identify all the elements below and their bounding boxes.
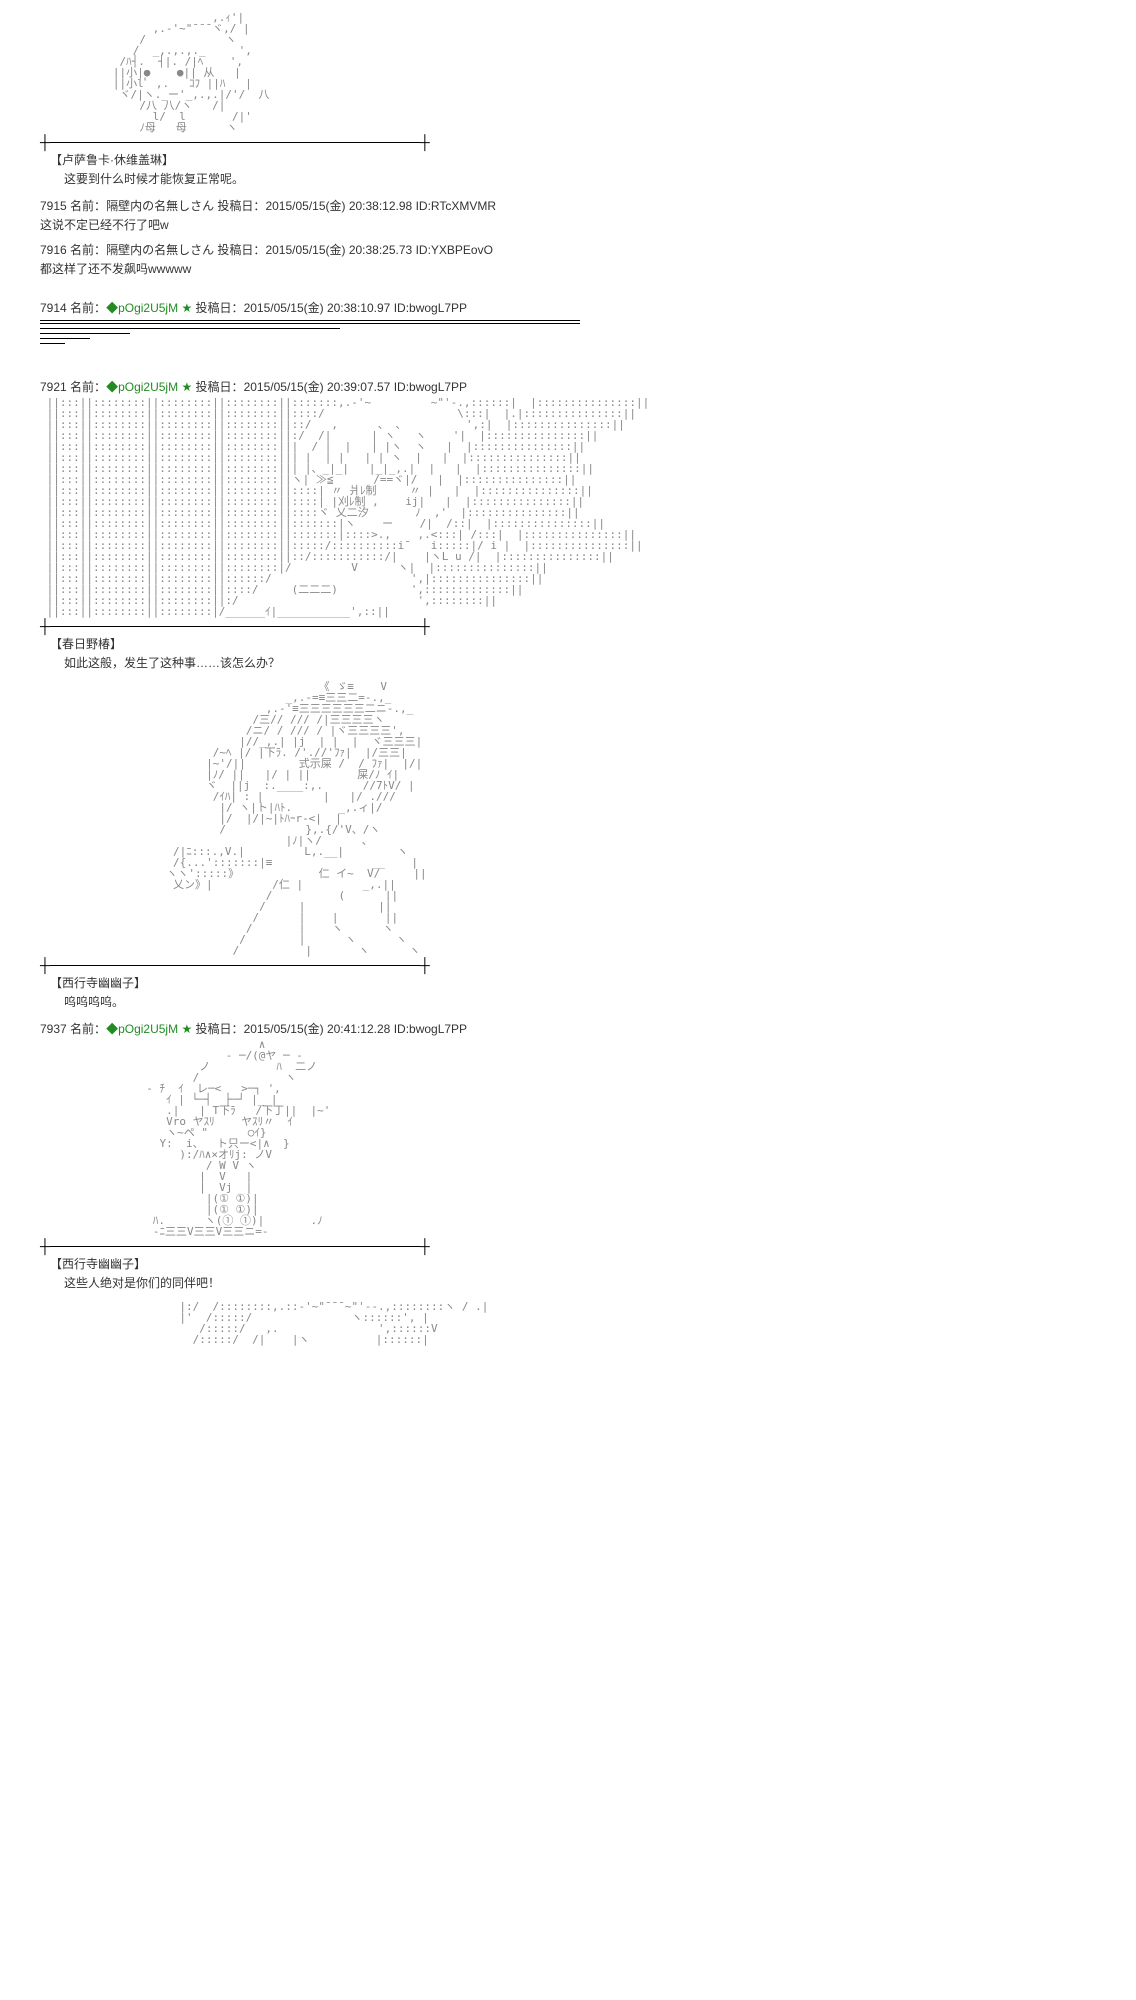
star-icon: ★ bbox=[181, 301, 192, 315]
date-label: 投稿日： bbox=[217, 243, 265, 257]
post-id: ID:RTcXMVMR bbox=[416, 199, 496, 213]
trip-post: 7914 名前：◆pOgi2U5jM ★ 投稿日：2015/05/15(金) 2… bbox=[40, 299, 1096, 344]
star-icon: ★ bbox=[181, 380, 192, 394]
post-number: 7916 bbox=[40, 243, 67, 257]
name-label: 名前： bbox=[70, 243, 106, 257]
tripcode: ◆pOgi2U5jM bbox=[106, 380, 178, 394]
post-body: 这说不定已经不行了吧w bbox=[40, 216, 1096, 233]
post-number: 7914 bbox=[40, 301, 67, 315]
name-label: 名前： bbox=[70, 380, 106, 394]
dialogue-text: 这些人绝对是你们的同伴吧！ bbox=[64, 1274, 1096, 1291]
ascii-art-1: ,.ｨ'| ,.-'~"¯¯¯ヾ,/ | / ヽ / _,.,.,._ ', /… bbox=[40, 12, 1096, 133]
date-label: 投稿日： bbox=[196, 301, 244, 315]
scene-divider bbox=[40, 320, 1096, 344]
post-header: 7921 名前：◆pOgi2U5jM ★ 投稿日：2015/05/15(金) 2… bbox=[40, 378, 1096, 395]
frame-divider: ┼┼ bbox=[40, 958, 1096, 972]
trip-post: 7937 名前：◆pOgi2U5jM ★ 投稿日：2015/05/15(金) 2… bbox=[40, 1020, 1096, 1345]
name-label: 名前： bbox=[70, 1022, 106, 1036]
post-header: 7915 名前：隔壁内の名無しさん 投稿日：2015/05/15(金) 20:3… bbox=[40, 197, 1096, 214]
dialogue-text: 呜呜呜呜。 bbox=[64, 993, 1096, 1010]
name-label: 名前： bbox=[70, 301, 106, 315]
ascii-art-3: 《 ゞ≡ V _,.-=≡三三二=-.,_ ,.-'≡三三三三三三二ニ-.,_ … bbox=[120, 681, 1096, 956]
name-label: 名前： bbox=[70, 199, 106, 213]
date-label: 投稿日： bbox=[217, 199, 265, 213]
reply-post: 7916 名前：隔壁内の名無しさん 投稿日：2015/05/15(金) 20:3… bbox=[40, 241, 1096, 277]
post-date: 2015/05/15(金) 20:38:10.97 bbox=[244, 301, 391, 315]
character-name: 【西行寺幽幽子】 bbox=[50, 1255, 1096, 1272]
post-number: 7915 bbox=[40, 199, 67, 213]
ascii-art-2: ||:::||::::::::||::::::::||::::::::||:::… bbox=[40, 397, 1096, 617]
trip-post: 7921 名前：◆pOgi2U5jM ★ 投稿日：2015/05/15(金) 2… bbox=[40, 378, 1096, 1010]
post-number: 7937 bbox=[40, 1022, 67, 1036]
frame-divider: ┼┼ bbox=[40, 135, 1096, 149]
tripcode: ◆pOgi2U5jM bbox=[106, 301, 178, 315]
post-id: ID:bwogL7PP bbox=[394, 380, 467, 394]
character-name: 【西行寺幽幽子】 bbox=[50, 974, 1096, 991]
tripcode: ◆pOgi2U5jM bbox=[106, 1022, 178, 1036]
dialogue-text: 这要到什么时候才能恢复正常呢。 bbox=[64, 170, 1096, 187]
character-name: 【卢萨鲁卡·休维盖琳】 bbox=[50, 151, 1096, 168]
frame-divider: ┼┼ bbox=[40, 619, 1096, 633]
ascii-art-5: |:/ /::::::::,.::‐'~"¯¯¯~"'‐-.,::::::::ヽ… bbox=[80, 1301, 1096, 1345]
post-header: 7937 名前：◆pOgi2U5jM ★ 投稿日：2015/05/15(金) 2… bbox=[40, 1020, 1096, 1037]
post-id: ID:bwogL7PP bbox=[394, 1022, 467, 1036]
character-name: 【春日野椿】 bbox=[50, 635, 1096, 652]
poster-name: 隔壁内の名無しさん bbox=[106, 243, 214, 257]
post-header: 7916 名前：隔壁内の名無しさん 投稿日：2015/05/15(金) 20:3… bbox=[40, 241, 1096, 258]
post-number: 7921 bbox=[40, 380, 67, 394]
post-body: 都这样了还不发飙吗wwwww bbox=[40, 260, 1096, 277]
star-icon: ★ bbox=[181, 1022, 192, 1036]
poster-name: 隔壁内の名無しさん bbox=[106, 199, 214, 213]
dialogue-text: 如此这般，发生了这种事……该怎么办？ bbox=[64, 654, 1096, 671]
post-date: 2015/05/15(金) 20:38:25.73 bbox=[265, 243, 412, 257]
date-label: 投稿日： bbox=[196, 380, 244, 394]
date-label: 投稿日： bbox=[196, 1022, 244, 1036]
post-block: ,.ｨ'| ,.-'~"¯¯¯ヾ,/ | / ヽ / _,.,.,._ ', /… bbox=[40, 12, 1096, 187]
post-header: 7914 名前：◆pOgi2U5jM ★ 投稿日：2015/05/15(金) 2… bbox=[40, 299, 1096, 316]
reply-post: 7915 名前：隔壁内の名無しさん 投稿日：2015/05/15(金) 20:3… bbox=[40, 197, 1096, 233]
frame-divider: ┼┼ bbox=[40, 1239, 1096, 1253]
post-date: 2015/05/15(金) 20:41:12.28 bbox=[244, 1022, 391, 1036]
post-id: ID:YXBPEovO bbox=[416, 243, 493, 257]
post-date: 2015/05/15(金) 20:38:12.98 bbox=[265, 199, 412, 213]
post-id: ID:bwogL7PP bbox=[394, 301, 467, 315]
post-date: 2015/05/15(金) 20:39:07.57 bbox=[244, 380, 391, 394]
ascii-art-4: ∧ - ─/(@ヤ ─ - ノ ﾊ 二ノ / ヽ - ﾁ ｲ レ─< >─┐ '… bbox=[80, 1039, 1096, 1237]
